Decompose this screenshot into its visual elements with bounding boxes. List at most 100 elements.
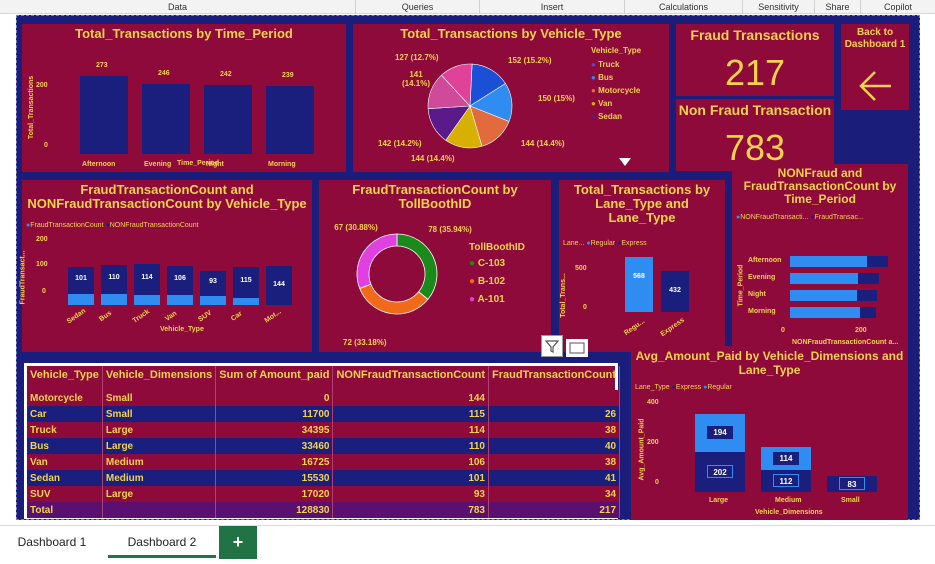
legend-label: Motorcycle xyxy=(598,86,641,95)
donut xyxy=(356,233,438,315)
x-tick: Small xyxy=(841,497,860,504)
kpi-value: 217 xyxy=(724,52,786,93)
ribbon-calculations[interactable]: Calculations xyxy=(624,0,742,14)
slice-label: 144 (14.4%) xyxy=(411,154,455,163)
data-label: 93 xyxy=(209,278,217,286)
table-header: Vehicle_Type Vehicle_Dimensions Sum of Amo… xyxy=(27,366,621,390)
chart-title: Avg_Amount_Paid by Vehicle_Dimensions an… xyxy=(635,349,904,377)
legend-title: Vehicle_Type xyxy=(591,46,642,55)
donut-slice-a-101[interactable] xyxy=(356,233,398,289)
table-row: Van Medium 16725 106 38 xyxy=(27,454,621,470)
x-tick: Night xyxy=(206,161,224,168)
y-tick: Morning xyxy=(748,308,776,315)
table-cell: 106 xyxy=(332,454,489,470)
data-label: 110 xyxy=(108,274,120,282)
bar-segment xyxy=(790,290,857,301)
chart-title: Total_Transactions by Lane_Type and Lane… xyxy=(573,182,711,225)
avg-amount-chart[interactable]: Avg_Amount_Paid by Vehicle_Dimensions an… xyxy=(631,346,908,520)
data-label: 114 xyxy=(141,274,153,282)
bar-segment xyxy=(856,290,878,301)
chevron-down-icon[interactable] xyxy=(619,158,631,166)
y-tick: 0 xyxy=(583,304,587,311)
focus-mode-icon[interactable] xyxy=(566,339,588,357)
filter-icon[interactable] xyxy=(541,335,563,357)
pie xyxy=(427,63,513,149)
legend-dot: ● xyxy=(591,60,599,69)
column-header-0[interactable]: Vehicle_Type xyxy=(27,366,103,390)
data-label: 194 xyxy=(707,425,733,439)
legend-item: ● C-103 xyxy=(469,258,505,276)
x-tick: Mot... xyxy=(263,308,283,325)
x-tick: Morning xyxy=(268,161,296,168)
bar-segment xyxy=(200,295,226,305)
legend-label: Sedan xyxy=(598,112,623,121)
table-cell: 114 xyxy=(332,422,489,438)
table-cell: Small xyxy=(102,406,217,422)
vehicle-type-pie[interactable]: Total_Transactions by Vehicle_Type 127 (… xyxy=(353,24,669,172)
legend-item: ● Sedan xyxy=(591,112,640,125)
back-button[interactable]: Back to Dashboard 1 xyxy=(841,24,909,110)
summary-table[interactable]: Vehicle_Type Vehicle_Dimensions Sum of Amo… xyxy=(24,363,621,519)
ribbon-insert[interactable]: Insert xyxy=(479,0,624,14)
legend-title: Lane_Type xyxy=(635,384,670,391)
slice-label: 142 (14.2%) xyxy=(378,139,422,148)
legend: ● Truck ● Bus ● Motorcycle ● Van ● Sedan xyxy=(591,60,640,125)
y-tick: Evening xyxy=(748,274,776,281)
y-tick: 0 xyxy=(42,288,46,295)
page-tabs: Dashboard 1 Dashboard 2 + xyxy=(0,525,935,564)
add-page-button[interactable]: + xyxy=(219,526,257,559)
legend-label: A-101 xyxy=(477,294,505,305)
time-period-chart[interactable]: Total_Transactions by Time_Period Total_… xyxy=(22,24,346,172)
tab-dashboard-2[interactable]: Dashboard 2 xyxy=(108,526,216,558)
fraud-by-vehicle-chart[interactable]: FraudTransactionCount and NONFraudTransa… xyxy=(20,180,312,352)
donut-slice-c-103[interactable] xyxy=(396,233,438,300)
slice-label: 144 (14.4%) xyxy=(521,139,565,148)
table-cell xyxy=(488,390,621,406)
table-cell: Bus xyxy=(27,438,103,454)
tab-dashboard-1[interactable]: Dashboard 1 xyxy=(17,535,87,549)
ribbon-share[interactable]: Share xyxy=(814,0,860,14)
table-row: Truck Large 34395 114 38 xyxy=(27,422,621,438)
legend-label: Truck xyxy=(598,60,620,69)
pie-slice-suv[interactable] xyxy=(441,63,473,107)
legend: ●NONFraudTransacti... ●FraudTransac... xyxy=(736,214,864,221)
slice-label: 152 (15.2%) xyxy=(508,56,552,65)
donut-slice-b-102[interactable] xyxy=(359,283,429,315)
tollbooth-donut[interactable]: FraudTransactionCount by TollBoothID 67 … xyxy=(319,180,551,352)
y-axis-label: Avg_Amount_Paid xyxy=(638,418,646,481)
ribbon-data[interactable]: Data xyxy=(167,2,187,12)
column-header-2[interactable]: Sum of Amount_paid xyxy=(215,366,334,390)
legend-dot: ● xyxy=(591,86,599,95)
table-cell: 34395 xyxy=(215,422,334,438)
bar-segment xyxy=(167,294,193,305)
ribbon-copilot[interactable]: Copilot xyxy=(860,0,935,14)
lane-type-chart[interactable]: Total_Transactions by Lane_Type and Lane… xyxy=(559,180,725,352)
table-cell: 38 xyxy=(488,422,621,438)
y-axis-label: Total_Trans... xyxy=(559,273,567,318)
bar-segment xyxy=(790,307,860,318)
data-label: 242 xyxy=(220,71,232,79)
legend-dot: ● xyxy=(469,276,478,287)
x-tick: Van xyxy=(164,310,179,323)
ribbon-queries[interactable]: Queries xyxy=(355,0,479,14)
legend: ● C-103 ● B-102 ● A-101 xyxy=(469,258,505,312)
slice-label: 72 (33.18%) xyxy=(343,338,387,347)
legend-item: ● Van xyxy=(591,99,640,112)
nonfraud-kpi-card: Non Fraud Transaction 783 xyxy=(676,99,834,171)
table-cell: 17020 xyxy=(215,486,334,502)
legend-item: ● Motorcycle xyxy=(591,86,640,99)
bar-segment xyxy=(134,263,160,295)
table-row: Motorcycle Small 0 144 xyxy=(27,390,621,406)
ribbon-sensitivity[interactable]: Sensitivity xyxy=(742,0,814,14)
column-header-4[interactable]: FraudTransactionCount xyxy=(488,366,621,390)
bar xyxy=(142,83,190,154)
column-header-1[interactable]: Vehicle_Dimensions xyxy=(102,366,217,390)
column-header-3[interactable]: NONFraudTransactionCount xyxy=(332,366,489,390)
y-tick: 200 xyxy=(647,439,659,446)
bar-segment xyxy=(867,256,889,267)
x-tick: Medium xyxy=(775,497,802,504)
bar-segment xyxy=(266,266,292,305)
table-cell: 144 xyxy=(332,390,489,406)
table-cell: Van xyxy=(27,454,103,470)
nonfraud-by-time-chart[interactable]: NONFraud and FraudTransactionCount by Ti… xyxy=(732,164,908,352)
